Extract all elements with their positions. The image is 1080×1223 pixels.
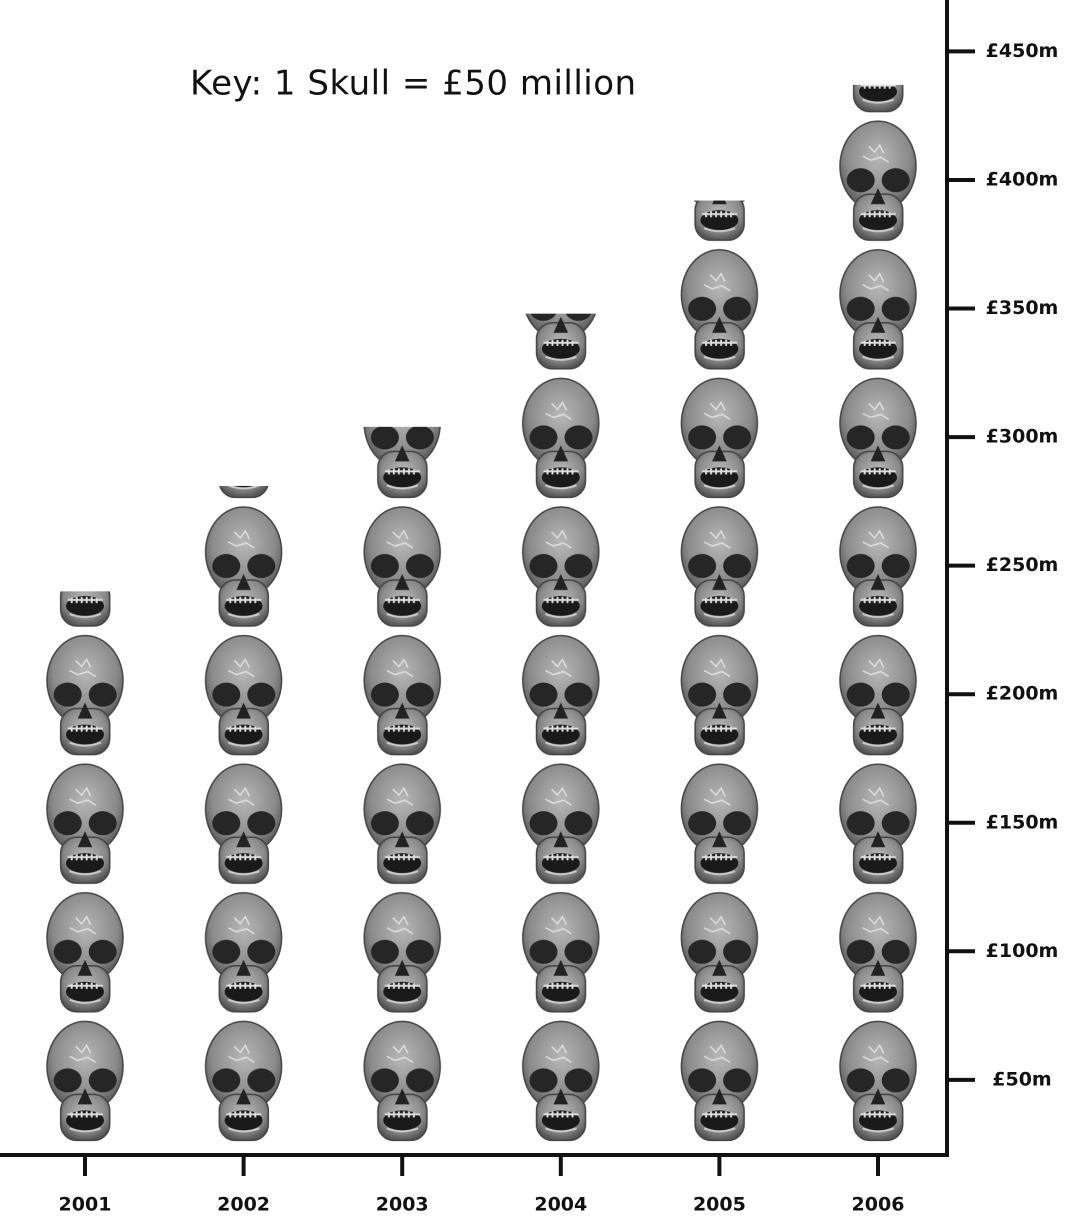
y-tick-label: £200m — [986, 683, 1059, 705]
skull-stack — [482, 314, 641, 1145]
y-tick-label: £450m — [986, 40, 1059, 62]
y-tick-label: £250m — [986, 554, 1059, 576]
key-annotation: Key: 1 Skull = £50 million — [190, 64, 637, 104]
x-tick-label: 2006 — [852, 1194, 905, 1216]
y-tick-label: £300m — [986, 426, 1059, 448]
y-tick-label: £150m — [986, 811, 1059, 833]
x-tick-label: 2004 — [534, 1194, 587, 1216]
skull-stack — [640, 201, 799, 1145]
skull-stack — [6, 591, 165, 1145]
x-tick-label: 2003 — [376, 1194, 429, 1216]
y-tick-label: £50m — [992, 1068, 1051, 1090]
y-tick-label: £350m — [986, 297, 1059, 319]
skull-stack — [323, 427, 482, 1145]
skull-stack — [799, 85, 958, 1145]
chart: Key: 1 Skull = £50 million £50m £100m £150… — [0, 0, 1080, 1223]
y-tick-label: £400m — [986, 168, 1059, 190]
x-tick-label: 2002 — [217, 1194, 270, 1216]
y-tick-label: £100m — [986, 940, 1059, 962]
x-tick-label: 2005 — [693, 1194, 746, 1216]
skull-stack — [164, 486, 323, 1145]
x-tick-label: 2001 — [59, 1194, 112, 1216]
